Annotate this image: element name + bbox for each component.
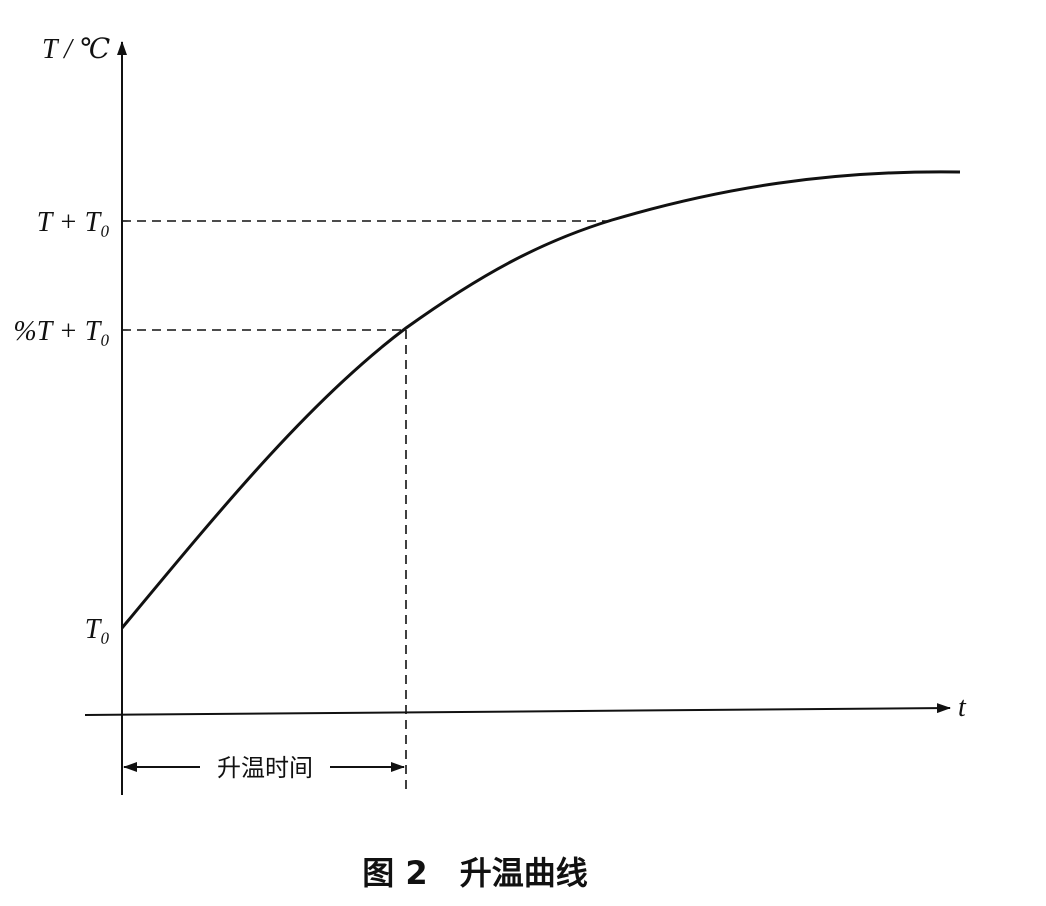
level-label: %T + T₀ bbox=[13, 316, 110, 347]
x-axis-label: t bbox=[958, 692, 967, 723]
caption: 图 2 升温曲线 bbox=[362, 854, 587, 892]
x-axis bbox=[84, 703, 951, 716]
level-label: T₀ bbox=[85, 614, 110, 645]
y-axis-label: T / ℃ bbox=[42, 34, 110, 65]
level-label: T + T₀ bbox=[37, 207, 110, 238]
interval-label: 升温时间 bbox=[217, 754, 313, 782]
heating-curve bbox=[120, 170, 961, 629]
